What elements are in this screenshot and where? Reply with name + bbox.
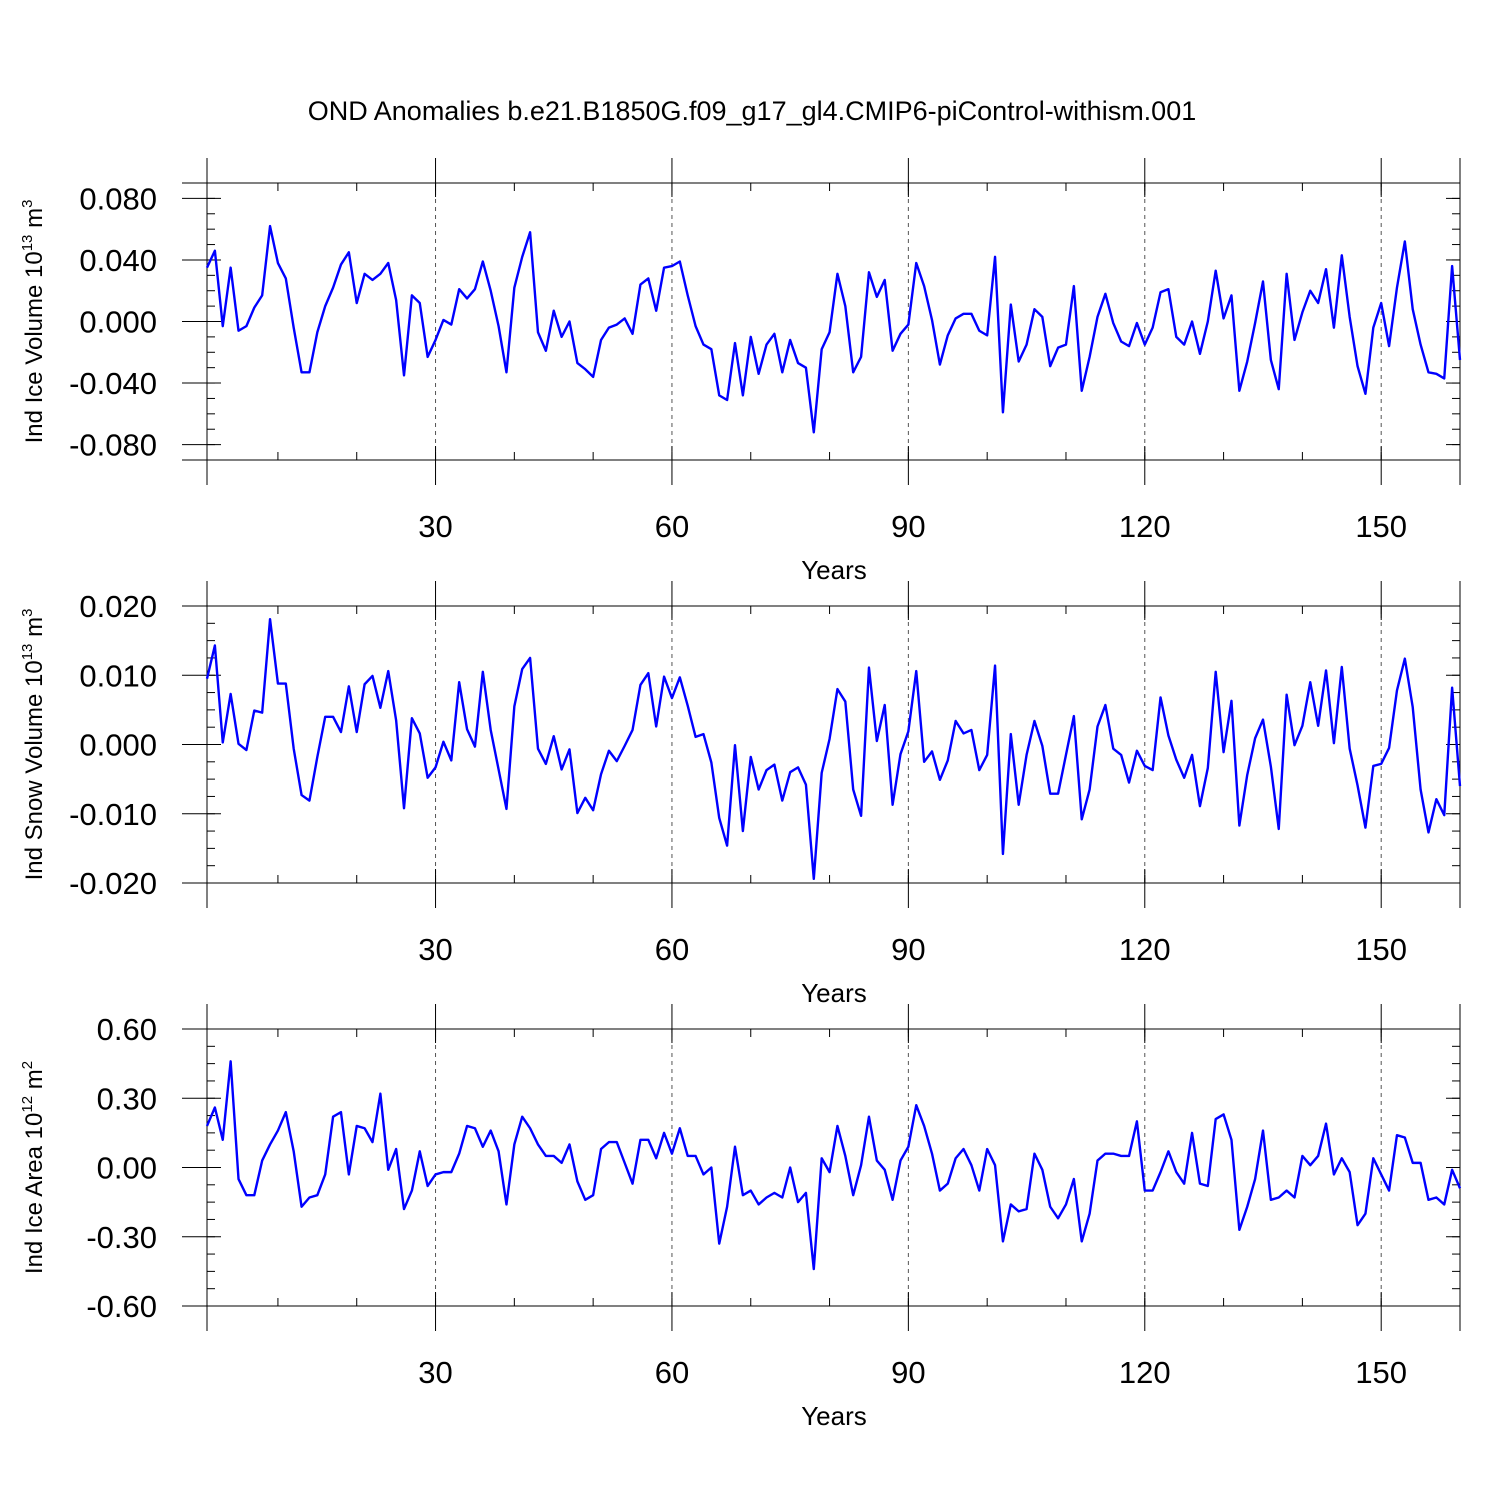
chart-title: OND Anomalies b.e21.B1850G.f09_g17_gl4.C… (308, 96, 1196, 126)
series-line (205, 617, 1462, 881)
x-tick-label: 90 (891, 509, 925, 544)
x-axis-title: Years (801, 1401, 867, 1431)
x-tick-label: 60 (655, 932, 689, 967)
y-tick-label: 0.60 (97, 1012, 157, 1047)
y-axis-title: Ind Ice Volume 1013 m3 (19, 200, 48, 444)
x-tick-label: 90 (891, 932, 925, 967)
y-tick-label: -0.30 (86, 1220, 157, 1255)
x-tick-label: 60 (655, 1355, 689, 1390)
panel-2: -0.020 -0.010 0.000 0.010 0.020 30 60 90 120 150 Y… (19, 581, 1462, 1008)
y-tick-label: 0.000 (79, 728, 157, 763)
x-tick-label: 150 (1355, 509, 1407, 544)
x-tick-label: 30 (418, 932, 452, 967)
plot-frame (206, 182, 1461, 461)
y-tick-label: -0.040 (69, 366, 157, 401)
x-tick-label: 60 (655, 509, 689, 544)
x-axis-title: Years (801, 555, 867, 585)
y-tick-label: 0.000 (79, 305, 157, 340)
y-tick-label: -0.020 (69, 866, 157, 901)
y-tick-label: -0.080 (69, 428, 157, 463)
panel-1: -0.080 -0.040 0.000 0.040 0.080 30 60 90 120 150 Y… (19, 158, 1462, 585)
x-tick-label: 90 (891, 1355, 925, 1390)
y-tick-label: 0.020 (79, 589, 157, 624)
x-tick-label: 30 (418, 1355, 452, 1390)
x-tick-label: 150 (1355, 1355, 1407, 1390)
y-tick-label: 0.00 (97, 1151, 157, 1186)
x-tick-label: 120 (1119, 932, 1171, 967)
x-tick-label: 30 (418, 509, 452, 544)
y-tick-label: -0.010 (69, 797, 157, 832)
y-axis-title: Ind Snow Volume 1013 m3 (19, 609, 48, 881)
y-tick-label: -0.60 (86, 1289, 157, 1324)
x-tick-label: 120 (1119, 509, 1171, 544)
series-line (205, 1060, 1462, 1271)
series-line (205, 224, 1462, 434)
y-tick-label: 0.010 (79, 658, 157, 693)
plot-frame (206, 1028, 1461, 1307)
plot-frame (206, 605, 1461, 884)
y-tick-label: 0.30 (97, 1081, 157, 1116)
panel-3: -0.60 -0.30 0.00 0.30 0.60 30 60 90 120 150 Years I… (19, 1004, 1462, 1431)
x-tick-label: 150 (1355, 932, 1407, 967)
x-axis-title: Years (801, 978, 867, 1008)
x-tick-label: 120 (1119, 1355, 1171, 1390)
y-tick-label: 0.080 (79, 181, 157, 216)
y-axis-title: Ind Ice Area 1012 m2 (19, 1061, 48, 1274)
y-tick-label: 0.040 (79, 243, 157, 278)
